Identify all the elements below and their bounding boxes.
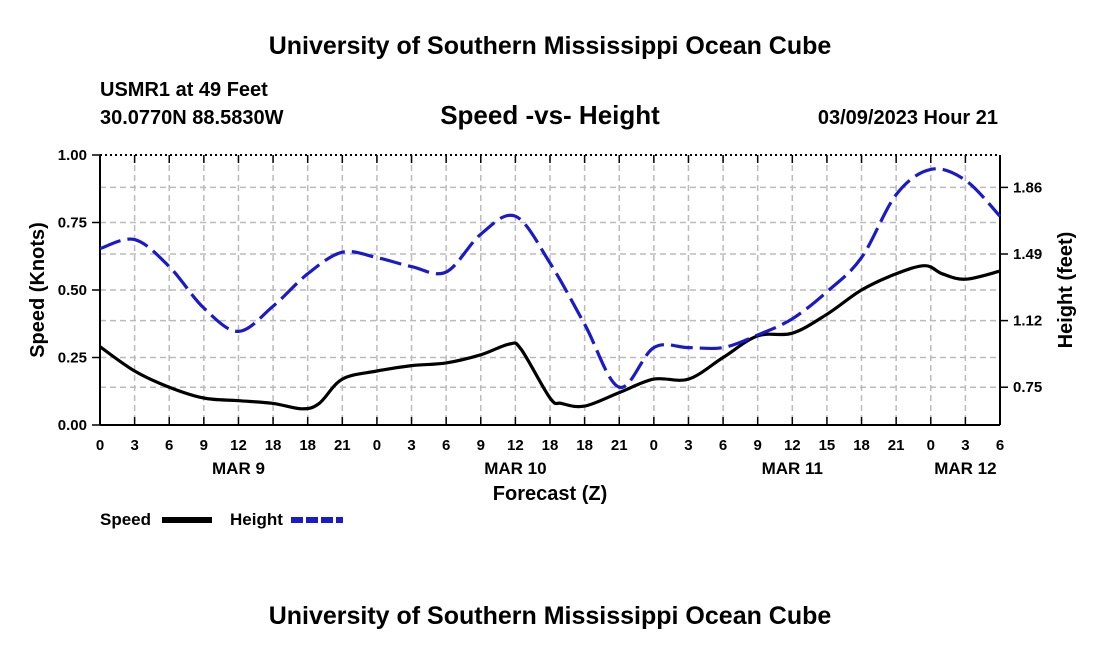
- x-day-label: MAR 9: [212, 459, 265, 478]
- x-tick-label: 12: [230, 437, 247, 454]
- x-tick-label: 18: [576, 437, 593, 454]
- datetime-label: 03/09/2023 Hour 21: [818, 107, 998, 129]
- height-series-line: [99, 167, 1002, 389]
- x-tick-label: 0: [96, 437, 104, 454]
- x-tick-label: 3: [130, 437, 138, 454]
- chart-title: Speed -vs- Height: [440, 100, 660, 130]
- x-day-label: MAR 12: [934, 459, 996, 478]
- x-day-label: MAR 11: [762, 459, 823, 478]
- x-tick-label: 21: [334, 437, 351, 454]
- x-tick-label: 9: [477, 437, 485, 454]
- x-tick-label: 6: [165, 437, 173, 454]
- legend: Speed Height: [100, 510, 343, 529]
- footer-title: University of Southern Mississippi Ocean…: [269, 602, 832, 630]
- x-tick-label: 21: [611, 437, 628, 454]
- x-tick-label: 18: [265, 437, 282, 454]
- y2-tick-label: 0.75: [1013, 379, 1042, 396]
- y-tick-label: 0.25: [58, 350, 87, 367]
- x-tick-label: 12: [507, 437, 524, 454]
- x-tick-label: 18: [853, 437, 870, 454]
- station-label: USMR1 at 49 Feet: [100, 79, 268, 101]
- x-tick-label: 9: [754, 437, 762, 454]
- page-title: University of Southern Mississippi Ocean…: [269, 32, 832, 60]
- y2-axis-label: Height (feet): [1055, 232, 1077, 349]
- y-tick-label: 0.00: [58, 417, 87, 434]
- x-tick-label: 0: [373, 437, 381, 454]
- y2-tick-label: 1.49: [1013, 246, 1042, 263]
- y2-tick-label: 1.12: [1013, 313, 1042, 330]
- x-tick-label: 6: [442, 437, 450, 454]
- x-tick-label: 3: [684, 437, 692, 454]
- grid-lines: [100, 155, 1000, 425]
- y-tick-label: 1.00: [58, 147, 87, 164]
- x-tick-label: 6: [719, 437, 727, 454]
- axes: 0 3 6 9 12 18 18 21 0 3 6 9 12 18 18 21 0 3 6 9 12 15 18 21 0 3 6 0…: [58, 147, 1042, 478]
- x-tick-label: 3: [961, 437, 969, 454]
- x-tick-label: 12: [784, 437, 801, 454]
- y-axis-label: Speed (Knots): [27, 222, 49, 358]
- x-tick-label: 21: [888, 437, 905, 454]
- y-tick-label: 0.50: [58, 282, 87, 299]
- x-tick-label: 6: [996, 437, 1004, 454]
- x-axis-label: Forecast (Z): [493, 483, 607, 505]
- y-tick-label: 0.75: [58, 215, 87, 232]
- x-tick-label: 18: [299, 437, 316, 454]
- x-tick-label: 9: [200, 437, 208, 454]
- series-layer: [99, 167, 1002, 411]
- x-tick-label: 3: [407, 437, 415, 454]
- x-tick-label: 0: [650, 437, 658, 454]
- coordinates-label: 30.0770N 88.5830W: [100, 107, 284, 129]
- x-tick-label: 15: [819, 437, 836, 454]
- y2-tick-label: 1.86: [1013, 179, 1042, 196]
- x-tick-label: 18: [542, 437, 559, 454]
- speed-series-line: [99, 264, 1001, 411]
- x-day-label: MAR 10: [484, 459, 546, 478]
- legend-speed-label: Speed: [100, 510, 151, 529]
- legend-height-label: Height: [230, 510, 283, 529]
- x-tick-label: 0: [927, 437, 935, 454]
